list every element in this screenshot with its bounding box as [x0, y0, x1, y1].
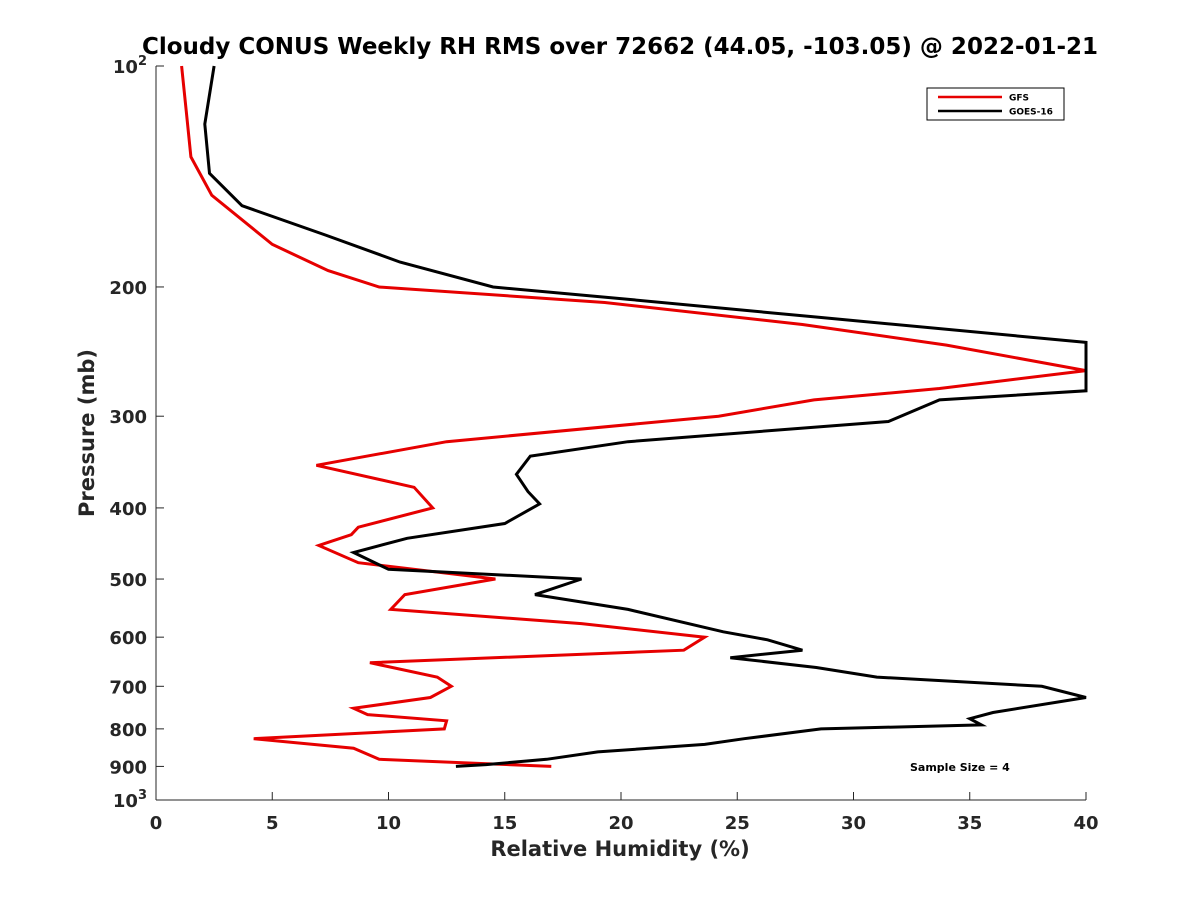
legend: GFS GOES-16	[926, 87, 1065, 121]
sample-size-annotation: Sample Size = 4	[910, 761, 1010, 774]
x-tick-label: 15	[492, 813, 517, 834]
axes: 0 5 10 15 20 25 30 35 40 102 200 300 400 500 600 700 800…	[109, 54, 1098, 834]
series-line-gfs	[180, 65, 1087, 768]
x-axis-label: Relative Humidity (%)	[490, 837, 749, 861]
y-tick-label: 103	[113, 788, 147, 812]
y-tick-label: 102	[113, 54, 147, 78]
x-tick-label: 0	[150, 813, 163, 834]
x-tick-label: 35	[957, 813, 982, 834]
series-line-goes-16	[203, 65, 1088, 768]
x-tick-label: 30	[841, 813, 866, 834]
y-tick-label: 900	[109, 757, 147, 778]
legend-label-goes-16: GOES-16	[1009, 108, 1053, 118]
x-tick-label: 20	[608, 813, 633, 834]
x-tick-label: 25	[725, 813, 750, 834]
legend-box	[926, 87, 1065, 121]
chart-title: Cloudy CONUS Weekly RH RMS over 72662 (4…	[142, 34, 1098, 60]
y-axis-label: Pressure (mb)	[75, 349, 99, 517]
y-tick-label: 500	[109, 570, 147, 591]
y-tick-label: 600	[109, 628, 147, 649]
x-tick-label: 40	[1073, 813, 1098, 834]
series-layer	[180, 65, 1088, 768]
y-tick-label: 800	[109, 720, 147, 741]
y-tick-label: 200	[109, 278, 147, 299]
y-tick-label: 300	[109, 407, 147, 428]
x-tick-label: 10	[376, 813, 401, 834]
y-tick-label: 400	[109, 499, 147, 520]
legend-label-gfs: GFS	[1009, 94, 1029, 104]
y-tick-label: 700	[109, 677, 147, 698]
x-tick-label: 5	[266, 813, 279, 834]
